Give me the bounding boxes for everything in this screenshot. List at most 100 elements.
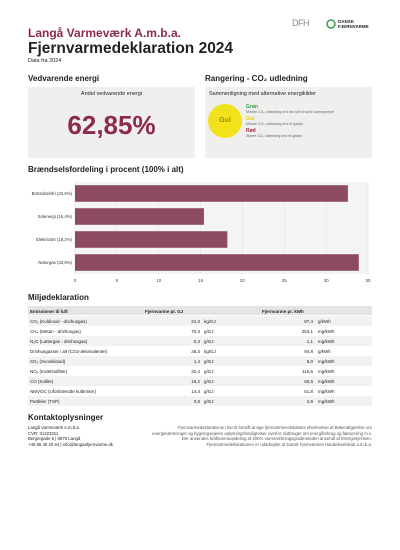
table-cell: 1,4	[193, 359, 200, 364]
table-cell: 0,3	[193, 339, 200, 344]
table-cell: 94,8	[304, 349, 313, 354]
legend-label: Rød	[246, 128, 256, 134]
table-row: CO₂ (Kuldioxid - drivhusgas) 24,3 kg/GJ 87,…	[28, 316, 372, 326]
table-cell: 51,8	[304, 389, 313, 394]
table-row: NOₓ (Kvælstofilter) 32,4 g/GJ 116,6 mg/kWh	[28, 366, 372, 376]
table-row: Partikler (TSP) 0,8 g/GJ 2,9 mg/kWh	[28, 396, 372, 406]
table-cell: g/GJ	[204, 339, 214, 344]
table-cell: mg/kWh	[318, 379, 335, 384]
table: Emissioner til luft Fjernvarme pr. GJ Fjer…	[28, 306, 372, 406]
table-cell: 2,9	[306, 399, 313, 404]
table-cell: g/GJ	[204, 369, 214, 374]
table-cell: NOₓ (Kvælstofilter)	[30, 369, 68, 374]
table-cell: 24,3	[191, 319, 200, 324]
table-cell: 65,5	[304, 379, 313, 384]
section-heading: Miljødeklaration	[28, 293, 89, 302]
column-header: Emissioner til luft	[30, 308, 68, 314]
table-cell: g/GJ	[204, 359, 214, 364]
table-cell: g/GJ	[204, 379, 214, 384]
table-row: CO (Kulilte) 18,2 g/GJ 65,5 mg/kWh	[28, 376, 372, 386]
table-cell: Drivhusgasser i alt (CO2-ækvivalenter)	[30, 349, 108, 354]
table-cell: mg/kWh	[318, 329, 335, 334]
table-cell: CO (Kulilte)	[30, 379, 54, 384]
table-cell: 87,4	[304, 319, 313, 324]
table-cell: 26,3	[191, 349, 200, 354]
column-header: Fjernvarme pr. GJ	[145, 308, 184, 314]
x-tick-label: 15	[198, 278, 204, 283]
x-tick-label: 10	[156, 278, 162, 283]
contact-line: Bergergade 6 | 8870 Langå	[28, 436, 81, 441]
legend-text: Større CO₂ udledning end et gasfyr	[246, 134, 303, 138]
table-cell: mg/kWh	[318, 359, 335, 364]
table-cell: 0,8	[193, 399, 200, 404]
table-cell: 5,0	[306, 359, 313, 364]
table-cell: g/GJ	[204, 399, 214, 404]
chart-title: Brændselsfordeling i procent (100% i alt…	[28, 165, 184, 174]
logo-dfh: DFH	[292, 18, 310, 28]
bar	[75, 208, 204, 225]
table-row: N₂O (Lattergas - drivhusgas) 0,3 g/GJ 1,1 mg…	[28, 336, 372, 346]
column-header: Fjernvarme pr. kWh	[262, 308, 304, 314]
contact-line: +45 86 46 20 44 | info@langaafjernvarme.…	[28, 441, 113, 447]
contact-lines: Langå Varmeværk A.m.b.a. CVR: 31223311 Ber…	[28, 425, 113, 447]
table-cell: CH₄ (Metan - drivhusgas)	[30, 329, 81, 334]
subtitle: Data fra 2024	[28, 58, 62, 64]
table-cell: 253,1	[301, 329, 313, 334]
table-row: NMVOC (Uforbrændte kulbrinter) 14,4 g/GJ 51…	[28, 386, 372, 396]
company: Langå Varmeværk A.m.b.a.	[28, 26, 181, 40]
table-cell: 14,4	[191, 389, 200, 394]
legend-text: Mindre CO₂ udledning end et gasfyr	[246, 122, 304, 126]
table-cell: CO₂ (Kuldioxid - drivhusgas)	[30, 319, 87, 324]
section-heading: Kontaktoplysninger	[28, 413, 104, 422]
rating-circle: Gul	[208, 104, 242, 138]
table-cell: 32,4	[191, 369, 200, 374]
table-cell: Partikler (TSP)	[30, 399, 60, 404]
x-tick-label: 25	[282, 278, 288, 283]
table-cell: NMVOC (Uforbrændte kulbrinter)	[30, 389, 97, 394]
co2-label: Sammenligning med alternative energikild…	[209, 91, 317, 97]
legend-label: Grøn	[246, 104, 258, 110]
table-row: Drivhusgasser i alt (CO2-ækvivalenter) 26…	[28, 346, 372, 356]
y-tick-label: Solenergi (15,4%)	[38, 214, 73, 219]
table-row: CH₄ (Metan - drivhusgas) 70,3 g/GJ 253,1 mg/…	[28, 326, 372, 336]
legend-text: Mindre CO₂ udledning end ain luft til va…	[246, 110, 335, 114]
table-header: Emissioner til luft Fjernvarme pr. GJ Fjer…	[28, 306, 372, 315]
y-tick-label: Naturgas (33,9%)	[38, 260, 72, 265]
table-row: SO₂ (Svovldioxid) 1,4 g/GJ 5,0 mg/kWh	[28, 356, 372, 366]
y-tick-label: Brændselsfri (32,6%)	[32, 191, 73, 196]
table-cell: SO₂ (Svovldioxid)	[30, 359, 66, 364]
legend-label: Gul	[246, 116, 255, 122]
title: Fjernvarmedeklaration 2024	[28, 40, 234, 57]
table-cell: kg/GJ	[204, 349, 216, 354]
section-heading: Vedvarende energi	[28, 74, 100, 83]
table-cell: mg/kWh	[318, 399, 335, 404]
bar	[75, 231, 228, 248]
y-tick-label: Elektricitet (18,2%)	[36, 237, 73, 242]
x-tick-label: 35	[365, 278, 371, 283]
logo-text: DANSK FJERNVARME	[338, 19, 369, 29]
logo-icon	[326, 19, 336, 29]
table-cell: g/kWh	[318, 319, 331, 324]
renewable-value: 62,85%	[67, 110, 156, 140]
table-cell: N₂O (Lattergas - drivhusgas)	[30, 339, 88, 344]
renewable-label: Andel vedvarende energi	[80, 91, 143, 97]
x-tick-label: 30	[324, 278, 330, 283]
x-tick-label: 20	[240, 278, 246, 283]
table-cell: mg/kWh	[318, 339, 335, 344]
table-cell: 18,2	[191, 379, 200, 384]
table-cell: 116,6	[302, 369, 313, 374]
x-tick-label: 5	[116, 278, 119, 283]
bar	[75, 254, 359, 271]
contact-note: Fjernvarmedeklarationen har til formål a…	[152, 425, 372, 447]
contact-line: Langå Varmeværk A.m.b.a.	[28, 425, 80, 430]
table-cell: g/kWh	[318, 349, 331, 354]
table-cell: g/GJ	[204, 329, 214, 334]
contact-line: CVR: 31223311	[28, 430, 59, 436]
table-cell: g/GJ	[204, 389, 214, 394]
table-cell: kg/GJ	[204, 319, 216, 324]
bar	[75, 185, 348, 202]
table-cell: 70,3	[191, 329, 200, 334]
table-cell: mg/kWh	[318, 389, 335, 394]
co2-legend: Grøn Mindre CO₂ udledning end ain luft ti…	[246, 104, 334, 140]
